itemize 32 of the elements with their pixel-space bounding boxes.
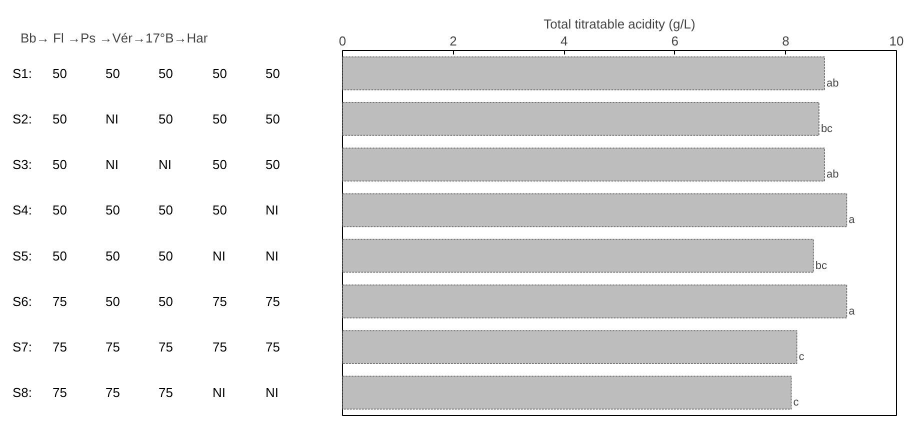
category-label: S1: 50 50 50 50 50 [12, 66, 280, 81]
x-tick-label: 8 [782, 34, 790, 48]
data-label: ab [826, 77, 839, 90]
category-label: S6: 75 50 50 75 75 [12, 294, 280, 309]
bar [342, 238, 814, 273]
text: Bb→ Fl →Ps →Vér→17°B→Har [20, 30, 208, 46]
x-tick-label: 4 [560, 34, 568, 48]
category-label: S8: 75 75 75 NI NI [12, 385, 278, 400]
data-label: a [848, 214, 856, 226]
bar [342, 193, 848, 228]
data-label: bc [820, 122, 834, 135]
data-label: c [798, 351, 805, 364]
x-tick-label: 2 [450, 34, 457, 48]
x-axis-title: Total titratable acidity (g/L) [544, 16, 696, 32]
data-label: c [793, 396, 800, 409]
category-label: S3: 50 NI NI 50 50 [12, 157, 280, 172]
bar [342, 284, 848, 318]
bar [342, 376, 792, 410]
data-label: bc [815, 260, 828, 272]
bar [342, 330, 798, 364]
category-label: S4: 50 50 50 50 NI [12, 202, 278, 218]
x-tick-label: 0 [338, 34, 346, 48]
category-label: S7: 75 75 75 75 75 [12, 340, 280, 355]
x-tick-label: 10 [889, 34, 904, 48]
category-label: S2: 50 NI 50 50 50 [12, 111, 280, 126]
category-label: S5: 50 50 50 NI NI [12, 248, 278, 264]
data-label: ab [826, 168, 839, 181]
bar [342, 56, 825, 90]
x-tick-label: 6 [671, 34, 679, 48]
bar [342, 102, 820, 136]
data-label: a [848, 305, 856, 318]
bar [342, 148, 825, 182]
